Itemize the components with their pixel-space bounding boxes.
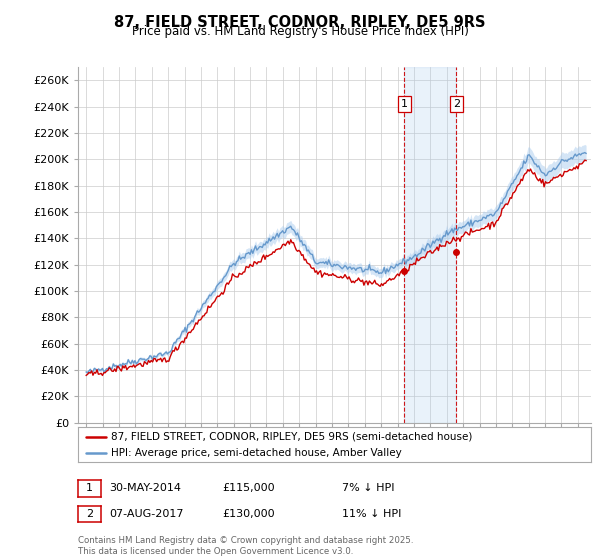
- Bar: [404, 67, 457, 423]
- Text: 30-MAY-2014: 30-MAY-2014: [109, 483, 181, 493]
- Text: 87, FIELD STREET, CODNOR, RIPLEY, DE5 9RS: 87, FIELD STREET, CODNOR, RIPLEY, DE5 9R…: [114, 15, 486, 30]
- Text: £130,000: £130,000: [222, 509, 275, 519]
- Text: HPI: Average price, semi-detached house, Amber Valley: HPI: Average price, semi-detached house,…: [112, 447, 402, 458]
- Text: 1: 1: [86, 483, 93, 493]
- Text: 2: 2: [453, 99, 460, 109]
- Text: 11% ↓ HPI: 11% ↓ HPI: [342, 509, 401, 519]
- Text: 2: 2: [86, 509, 93, 519]
- Text: 1: 1: [401, 99, 408, 109]
- Text: 07-AUG-2017: 07-AUG-2017: [109, 509, 184, 519]
- Text: £115,000: £115,000: [222, 483, 275, 493]
- Text: Contains HM Land Registry data © Crown copyright and database right 2025.
This d: Contains HM Land Registry data © Crown c…: [78, 536, 413, 556]
- Text: Price paid vs. HM Land Registry's House Price Index (HPI): Price paid vs. HM Land Registry's House …: [131, 25, 469, 38]
- Text: 87, FIELD STREET, CODNOR, RIPLEY, DE5 9RS (semi-detached house): 87, FIELD STREET, CODNOR, RIPLEY, DE5 9R…: [112, 432, 473, 442]
- Text: 7% ↓ HPI: 7% ↓ HPI: [342, 483, 395, 493]
